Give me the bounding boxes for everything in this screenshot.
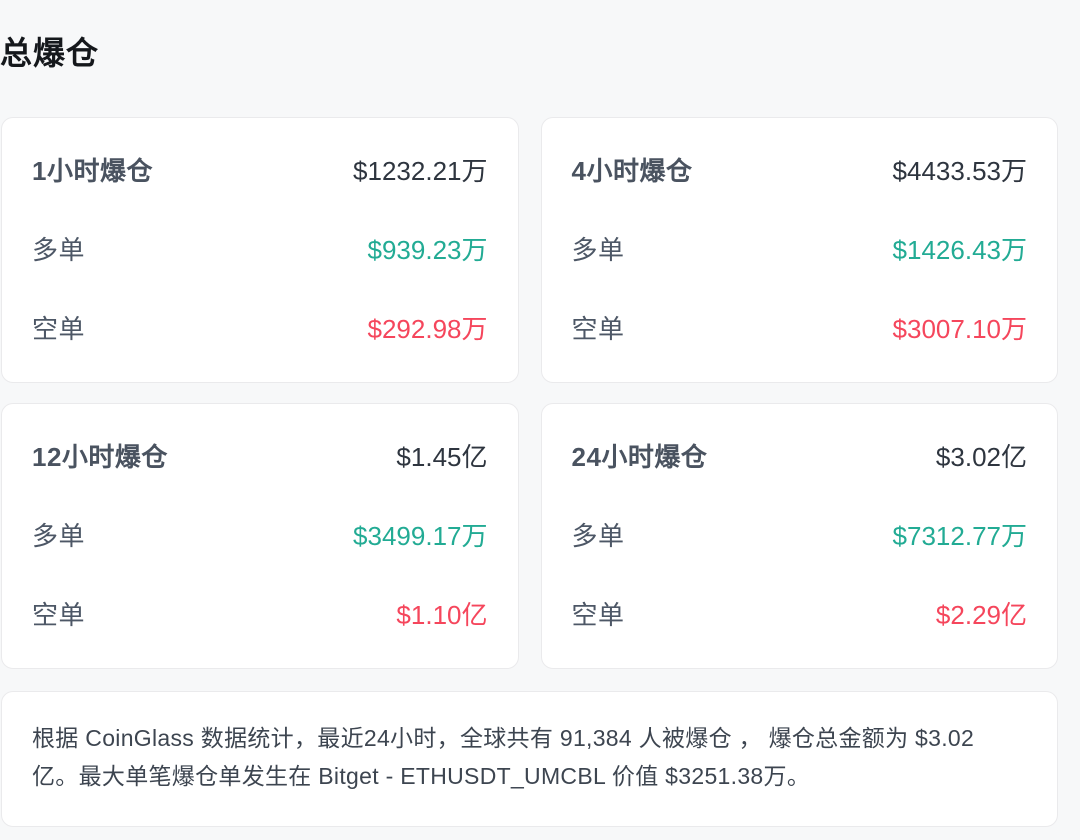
long-label: 多单 (32, 235, 86, 265)
long-value: $3499.17万 (353, 521, 488, 551)
short-label: 空单 (571, 314, 625, 344)
long-value: $939.23万 (367, 235, 488, 265)
period-label: 1小时爆仓 (32, 156, 153, 186)
short-value: $2.29亿 (935, 600, 1027, 630)
summary-box: 根据 CoinGlass 数据统计，最近24小时，全球共有 91,384 人被爆… (1, 691, 1058, 827)
short-row: 空单 $3007.10万 (572, 316, 1028, 342)
long-row: 多单 $7312.77万 (572, 523, 1028, 549)
long-row: 多单 $3499.17万 (32, 523, 488, 549)
long-value: $1426.43万 (892, 235, 1027, 265)
short-row: 空单 $292.98万 (32, 316, 488, 342)
total-value: $1.45亿 (396, 442, 488, 472)
short-label: 空单 (32, 600, 86, 630)
short-row: 空单 $1.10亿 (32, 602, 488, 628)
liquidation-card-24h: 24小时爆仓 $3.02亿 多单 $7312.77万 空单 $2.29亿 (540, 403, 1058, 669)
card-header-row: 12小时爆仓 $1.45亿 (32, 444, 488, 470)
total-value: $3.02亿 (935, 442, 1027, 472)
short-label: 空单 (32, 314, 86, 344)
short-row: 空单 $2.29亿 (572, 602, 1028, 628)
liquidation-card-12h: 12小时爆仓 $1.45亿 多单 $3499.17万 空单 $1.10亿 (1, 403, 519, 669)
short-value: $3007.10万 (892, 314, 1027, 344)
period-label: 4小时爆仓 (571, 156, 693, 186)
period-label: 24小时爆仓 (571, 442, 708, 472)
long-row: 多单 $1426.43万 (572, 237, 1028, 263)
short-value: $292.98万 (367, 314, 488, 344)
short-value: $1.10亿 (396, 600, 488, 630)
long-value: $7312.77万 (892, 521, 1027, 551)
page-title: 总爆仓 (0, 35, 100, 71)
long-row: 多单 $939.23万 (32, 237, 488, 263)
short-label: 空单 (571, 600, 625, 630)
long-label: 多单 (32, 521, 86, 551)
liquidation-card-4h: 4小时爆仓 $4433.53万 多单 $1426.43万 空单 $3007.10… (540, 117, 1058, 383)
card-header-row: 1小时爆仓 $1232.21万 (32, 158, 488, 184)
summary-text: 根据 CoinGlass 数据统计，最近24小时，全球共有 91,384 人被爆… (32, 725, 975, 789)
period-label: 12小时爆仓 (32, 442, 168, 472)
total-value: $4433.53万 (892, 156, 1027, 186)
card-header-row: 24小时爆仓 $3.02亿 (572, 444, 1028, 470)
long-label: 多单 (571, 235, 625, 265)
liquidation-cards-grid: 1小时爆仓 $1232.21万 多单 $939.23万 空单 $292.98万 … (1, 117, 1058, 669)
total-value: $1232.21万 (353, 156, 488, 186)
card-header-row: 4小时爆仓 $4433.53万 (572, 158, 1028, 184)
liquidation-card-1h: 1小时爆仓 $1232.21万 多单 $939.23万 空单 $292.98万 (1, 117, 519, 383)
long-label: 多单 (571, 521, 625, 551)
